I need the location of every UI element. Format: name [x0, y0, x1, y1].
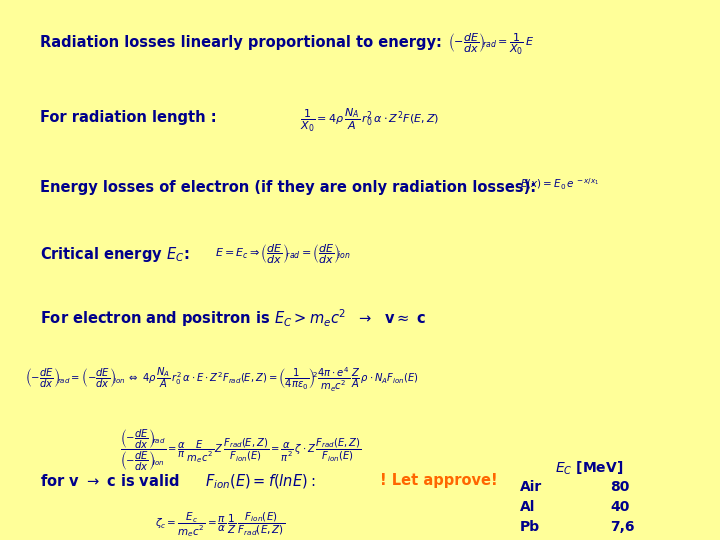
- Text: Critical energy $E_C$:: Critical energy $E_C$:: [40, 245, 189, 264]
- Text: ! Let approve!: ! Let approve!: [380, 473, 498, 488]
- Text: Pb: Pb: [520, 520, 540, 534]
- Text: $F_{ion}(E) = f(lnE):$: $F_{ion}(E) = f(lnE):$: [205, 473, 315, 491]
- Text: 80: 80: [610, 480, 629, 494]
- Text: 7,6: 7,6: [610, 520, 634, 534]
- Text: for v $\rightarrow$ c is valid: for v $\rightarrow$ c is valid: [40, 473, 179, 489]
- Text: $E_C$ [MeV]: $E_C$ [MeV]: [555, 460, 624, 477]
- Text: $\zeta_c = \dfrac{E_c}{m_e c^2} = \dfrac{\pi}{\alpha}\,\dfrac{1}{Z}\,\dfrac{F_{i: $\zeta_c = \dfrac{E_c}{m_e c^2} = \dfrac…: [155, 510, 285, 539]
- Text: $E = E_c \Rightarrow \left(\dfrac{dE}{dx}\right)_{\!\!rad} = \left(\dfrac{dE}{dx: $E = E_c \Rightarrow \left(\dfrac{dE}{dx…: [215, 243, 351, 266]
- Text: $E(x) = E_0\,e^{\,-x/x_1}$: $E(x) = E_0\,e^{\,-x/x_1}$: [520, 177, 600, 192]
- Text: For radiation length :: For radiation length :: [40, 110, 217, 125]
- Text: $\dfrac{\left(-\dfrac{dE}{dx}\right)_{\!\!rad}}{\left(-\dfrac{dE}{dx}\right)_{\!: $\dfrac{\left(-\dfrac{dE}{dx}\right)_{\!…: [120, 428, 361, 474]
- Text: $\left(-\dfrac{dE}{dx}\right)_{\!\!rad} = \dfrac{1}{X_0}\, E$: $\left(-\dfrac{dE}{dx}\right)_{\!\!rad} …: [448, 32, 534, 57]
- Text: Energy losses of electron (if they are only radiation losses):: Energy losses of electron (if they are o…: [40, 180, 536, 195]
- Text: For electron and positron is $E_C > m_e c^2$  $\rightarrow$  v$\approx$ c: For electron and positron is $E_C > m_e …: [40, 307, 426, 329]
- Text: Al: Al: [520, 500, 536, 514]
- Text: Radiation losses linearly proportional to energy:: Radiation losses linearly proportional t…: [40, 35, 442, 50]
- Text: $\dfrac{1}{X_0} = 4\rho\,\dfrac{N_A}{A}\,r_0^2\,\alpha\cdot Z^2 F(E,Z)$: $\dfrac{1}{X_0} = 4\rho\,\dfrac{N_A}{A}\…: [300, 107, 439, 134]
- Text: 40: 40: [610, 500, 629, 514]
- Text: $\left(-\dfrac{dE}{dx}\right)_{\!\!rad} = \left(-\dfrac{dE}{dx}\right)_{\!\!ion}: $\left(-\dfrac{dE}{dx}\right)_{\!\!rad} …: [25, 365, 419, 394]
- Text: Air: Air: [520, 480, 542, 494]
